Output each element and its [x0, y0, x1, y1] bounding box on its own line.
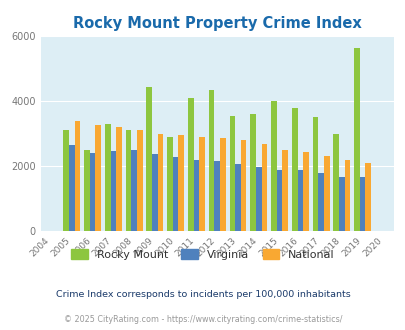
Bar: [333, 134, 338, 231]
Bar: [84, 150, 90, 231]
Bar: [126, 130, 131, 231]
Bar: [281, 150, 287, 231]
Bar: [234, 164, 240, 231]
Bar: [214, 161, 220, 231]
Bar: [63, 130, 69, 231]
Bar: [240, 140, 246, 231]
Bar: [354, 48, 359, 231]
Bar: [90, 153, 95, 231]
Bar: [208, 90, 214, 231]
Bar: [220, 138, 225, 231]
Bar: [229, 116, 234, 231]
Bar: [69, 145, 75, 231]
Bar: [323, 156, 329, 231]
Bar: [344, 160, 350, 231]
Bar: [178, 135, 183, 231]
Bar: [250, 114, 255, 231]
Bar: [303, 152, 308, 231]
Bar: [271, 101, 276, 231]
Bar: [146, 86, 152, 231]
Bar: [157, 134, 163, 231]
Bar: [131, 150, 136, 231]
Bar: [199, 137, 205, 231]
Bar: [338, 178, 344, 231]
Bar: [291, 108, 297, 231]
Bar: [297, 170, 303, 231]
Bar: [276, 170, 281, 231]
Title: Rocky Mount Property Crime Index: Rocky Mount Property Crime Index: [72, 16, 361, 31]
Bar: [364, 163, 370, 231]
Bar: [188, 98, 193, 231]
Bar: [167, 137, 173, 231]
Legend: Rocky Mount, Virginia, National: Rocky Mount, Virginia, National: [68, 246, 337, 263]
Text: © 2025 CityRating.com - https://www.cityrating.com/crime-statistics/: © 2025 CityRating.com - https://www.city…: [64, 315, 341, 324]
Bar: [104, 124, 110, 231]
Bar: [261, 144, 266, 231]
Text: Crime Index corresponds to incidents per 100,000 inhabitants: Crime Index corresponds to incidents per…: [55, 290, 350, 299]
Bar: [136, 130, 142, 231]
Bar: [95, 124, 101, 231]
Bar: [255, 167, 261, 231]
Bar: [318, 173, 323, 231]
Bar: [312, 117, 318, 231]
Bar: [152, 154, 157, 231]
Bar: [193, 160, 199, 231]
Bar: [173, 157, 178, 231]
Bar: [110, 151, 116, 231]
Bar: [116, 126, 121, 231]
Bar: [75, 121, 80, 231]
Bar: [359, 178, 364, 231]
